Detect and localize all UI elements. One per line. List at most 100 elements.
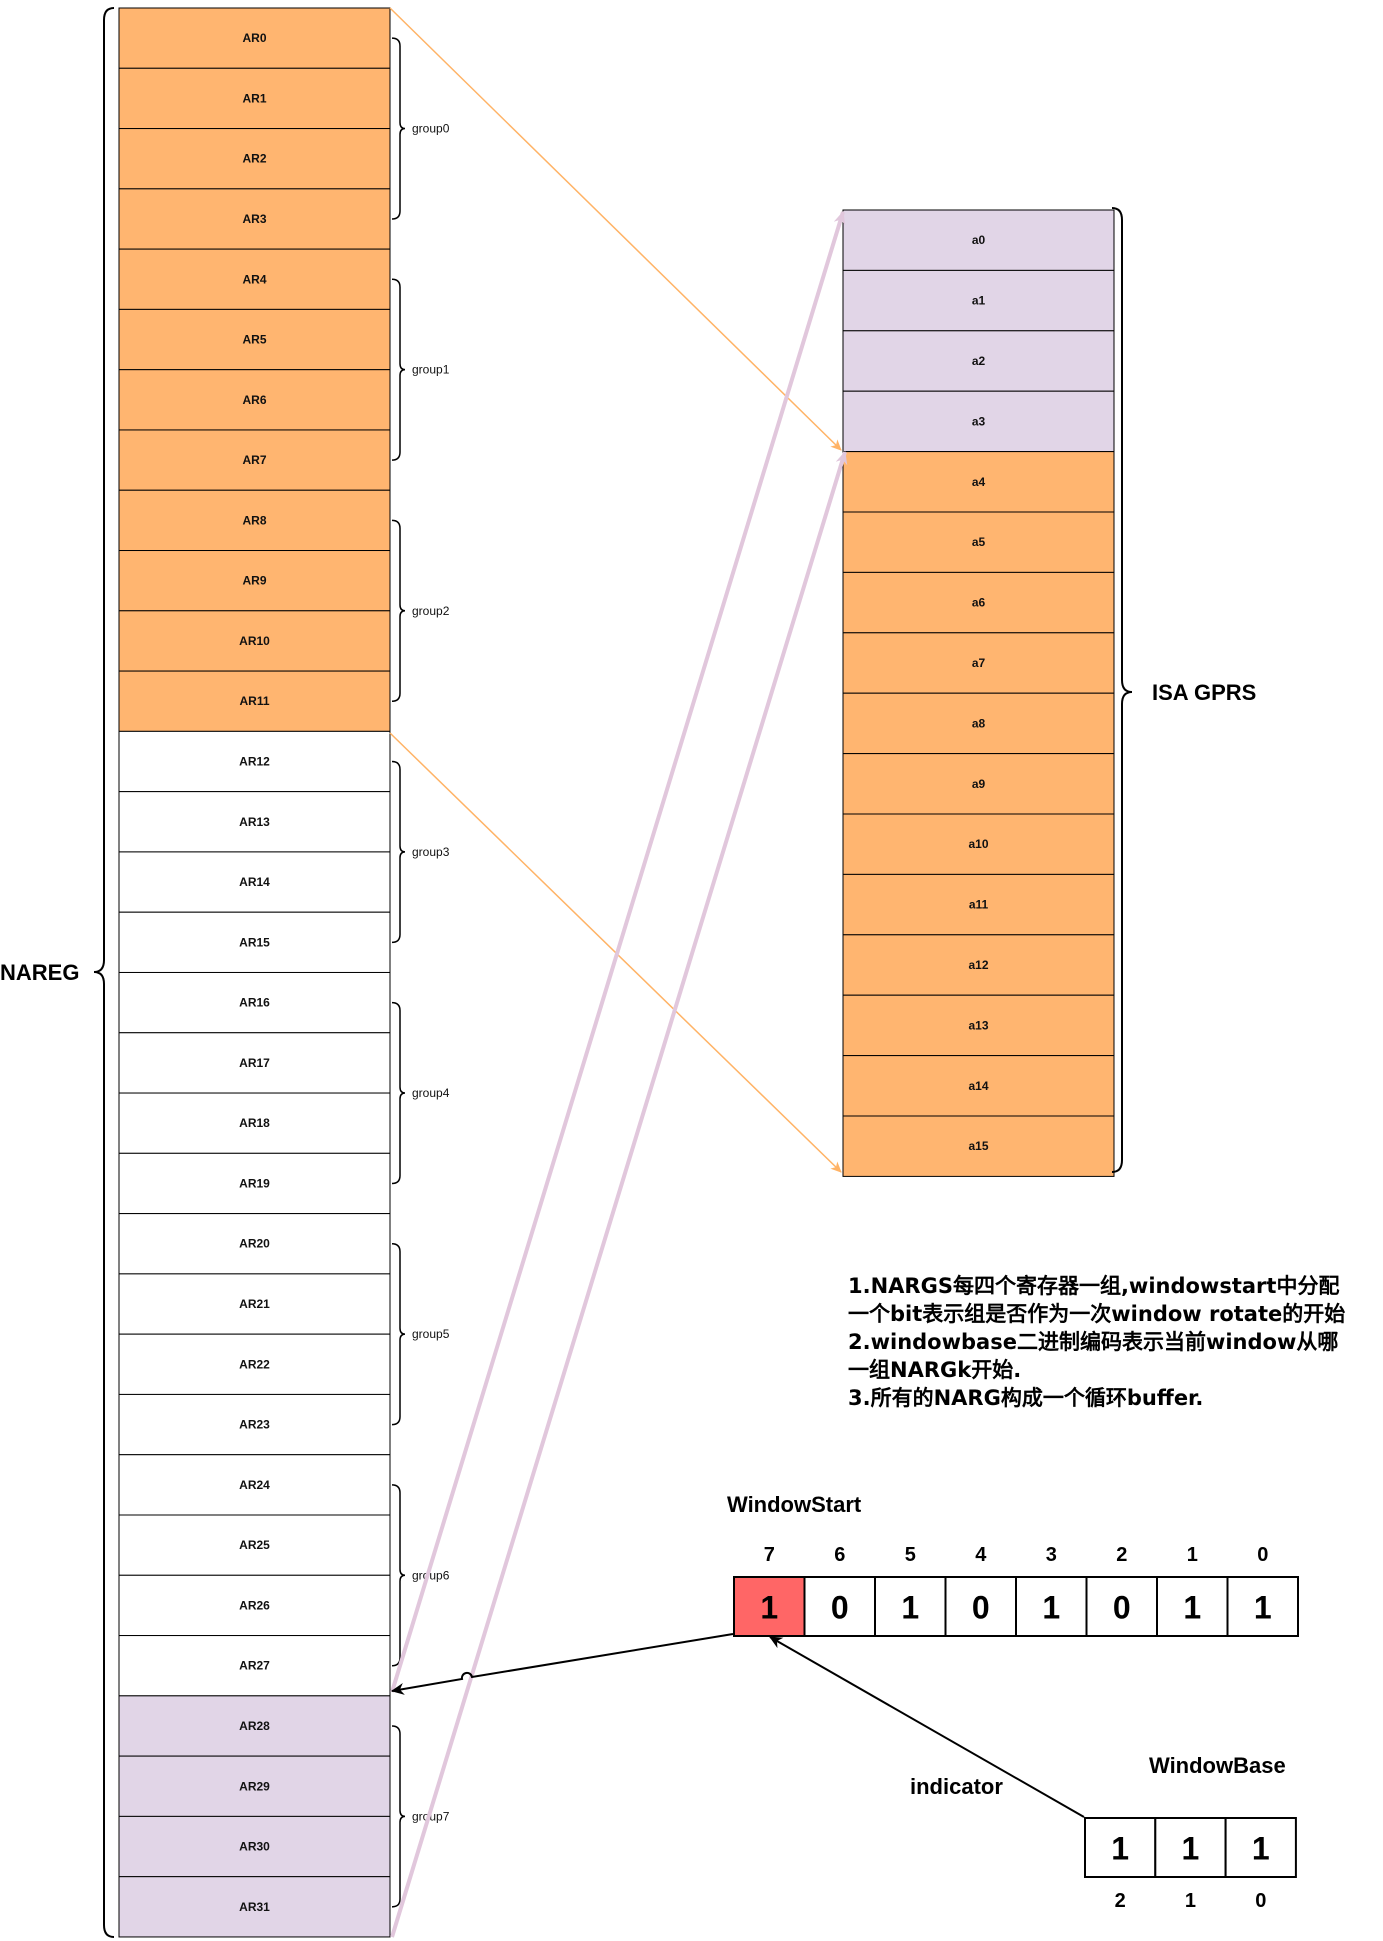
windowbase-label: WindowBase xyxy=(1149,1753,1286,1778)
note-line: 一个bit表示组是否作为一次window rotate的开始 xyxy=(848,1302,1346,1326)
indicator-label: indicator xyxy=(910,1774,1003,1799)
nareg-register-label: AR0 xyxy=(242,31,266,45)
mapping-arrow-ar31-to-a3 xyxy=(390,451,848,1938)
windowstart-bit-value: 0 xyxy=(831,1590,849,1626)
group-brace xyxy=(391,760,406,944)
nareg-register-label: AR28 xyxy=(239,1719,270,1733)
note-line: 1.NARGS每四个寄存器一组,windowstart中分配 xyxy=(848,1274,1340,1298)
nareg-register-label: AR5 xyxy=(242,333,266,347)
nareg-register-label: AR18 xyxy=(239,1116,270,1130)
gprs-register-cell xyxy=(842,994,1115,1057)
windowbase-register: 1 2 1 1 1 0 xyxy=(1084,1817,1297,1912)
gprs-register-cell xyxy=(842,632,1115,694)
gprs-brace xyxy=(1111,207,1133,1173)
windowstart-label: WindowStart xyxy=(727,1492,862,1517)
nareg-register-cell xyxy=(118,1876,391,1938)
windowstart-bit-cell xyxy=(733,1576,806,1637)
group-label: group1 xyxy=(412,363,450,377)
gprs-label: ISA GPRS xyxy=(1152,680,1256,705)
note-line: 一组NARGk开始. xyxy=(848,1358,1022,1382)
nareg-register-label: AR7 xyxy=(242,453,266,467)
gprs-register-label: a10 xyxy=(968,837,988,851)
nareg-register-label: AR11 xyxy=(239,694,269,708)
group-brace xyxy=(391,1484,406,1667)
windowstart-bit-value: 1 xyxy=(1183,1590,1201,1626)
nareg-register-cell xyxy=(118,128,391,190)
nareg-register-label: AR3 xyxy=(242,212,266,226)
gprs-register-label: a1 xyxy=(972,294,986,308)
nareg-register-label: AR1 xyxy=(242,91,266,105)
nareg-register-cell xyxy=(118,851,391,913)
gprs-register-label: a3 xyxy=(972,414,986,428)
nareg-register-label: AR4 xyxy=(242,272,266,286)
windowstart-bit-value: 1 xyxy=(1042,1590,1060,1626)
nareg-register-cell xyxy=(118,1454,391,1516)
nareg-register-label: AR17 xyxy=(239,1056,270,1070)
nareg-register-cell xyxy=(118,248,391,310)
nareg-register-cell xyxy=(118,670,391,732)
windowbase-bit-value: 1 xyxy=(1252,1831,1270,1867)
nareg-register-label: AR14 xyxy=(239,875,270,889)
gprs-register-cell xyxy=(842,390,1115,453)
gprs-register-cell xyxy=(842,330,1115,392)
windowstart-bit-number: 5 xyxy=(905,1544,916,1566)
windowbase-bit-number: 2 xyxy=(1115,1890,1126,1912)
group-brace xyxy=(391,1725,406,1908)
windowbase-bit-cell xyxy=(1224,1817,1297,1878)
nareg-register-label: AR9 xyxy=(242,574,266,588)
note-line: 3.所有的NARG构成一个循环buffer. xyxy=(848,1386,1204,1410)
nareg-register-cell xyxy=(118,1333,391,1395)
nareg-brace xyxy=(93,7,115,1938)
nareg-register-cell xyxy=(118,1755,391,1817)
nareg-register-cell xyxy=(118,1815,391,1878)
gprs-register-cell xyxy=(842,1055,1115,1117)
group-brace xyxy=(391,278,406,461)
group-brace xyxy=(391,1242,406,1426)
gprs-register-cell xyxy=(842,571,1115,634)
windowstart-bit-cell xyxy=(1015,1576,1088,1637)
group-brace xyxy=(391,1001,406,1185)
nareg-register-cell xyxy=(118,429,391,491)
gprs-register-label: a11 xyxy=(969,898,989,912)
nareg-register-cell xyxy=(118,67,391,130)
nareg-register-column: AR0 AR1 AR2 AR3 AR4 AR5 AR6 AR7 AR8 AR9 AR10 AR11 AR… xyxy=(118,7,391,1938)
gprs-register-label: a13 xyxy=(968,1018,988,1032)
windowstart-bit-number: 1 xyxy=(1187,1544,1198,1566)
nareg-register-cell xyxy=(118,1574,391,1637)
nareg-register-label: AR6 xyxy=(242,393,266,407)
nareg-register-label: AR12 xyxy=(239,755,270,769)
nareg-register-cell xyxy=(118,1092,391,1154)
nareg-register-label: AR22 xyxy=(239,1357,270,1371)
nareg-register-cell xyxy=(118,1213,391,1275)
gprs-register-label: a5 xyxy=(972,535,986,549)
nareg-register-label: AR2 xyxy=(242,152,266,166)
nareg-register-cell xyxy=(118,7,391,69)
gprs-register-cell xyxy=(842,813,1115,875)
gprs-register-label: a4 xyxy=(972,475,986,489)
gprs-register-cell xyxy=(842,451,1115,513)
gprs-register-column: a0 a1 a2 a3 a4 a5 a6 a7 a8 a9 a10 a11 a12 a13 a14 a15 xyxy=(842,209,1115,1177)
windowbase-bit-number: 1 xyxy=(1185,1890,1196,1912)
nareg-register-label: AR20 xyxy=(239,1237,270,1251)
windowstart-bit-number: 7 xyxy=(764,1544,775,1566)
nareg-register-label: AR23 xyxy=(239,1418,270,1432)
group-brace xyxy=(391,37,406,220)
nareg-register-cell xyxy=(118,791,391,853)
nareg-register-cell xyxy=(118,188,391,250)
windowstart-bit-number: 2 xyxy=(1116,1544,1127,1566)
gprs-register-label: a0 xyxy=(972,233,986,247)
gprs-register-label: a7 xyxy=(972,656,986,670)
nareg-register-cell xyxy=(118,730,391,793)
group-label: group5 xyxy=(412,1327,450,1341)
windowstart-bit-cell xyxy=(803,1576,876,1637)
windowstart-bit-number: 4 xyxy=(975,1544,987,1566)
windowstart-bit-cell xyxy=(1226,1576,1299,1637)
group-label: group0 xyxy=(412,122,450,136)
nareg-register-cell xyxy=(118,971,391,1034)
windowstart-bit-value: 1 xyxy=(901,1590,919,1626)
group-braces: group0 group1 group2 group3 group4 group5 grou… xyxy=(391,37,450,1908)
gprs-register-label: a9 xyxy=(972,777,986,791)
nareg-register-cell xyxy=(118,911,391,973)
nareg-register-label: AR8 xyxy=(242,513,266,527)
gprs-register-cell xyxy=(842,692,1115,755)
